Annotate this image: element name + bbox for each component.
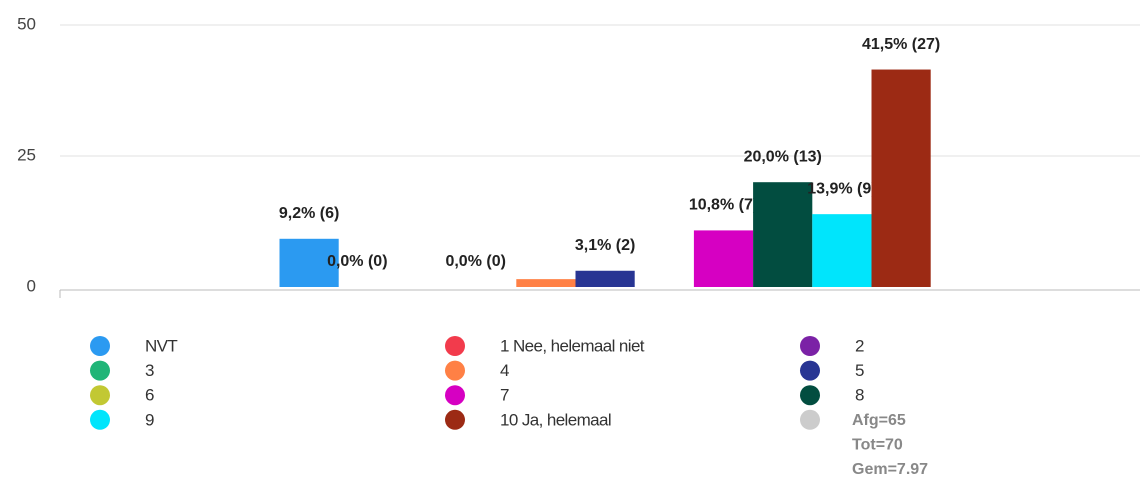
legend-note: Tot=70 [852, 437, 903, 454]
y-tick-label: 25 [17, 145, 36, 164]
value-label: 0,0% (0) [445, 253, 505, 270]
legend-swatch [445, 336, 465, 356]
legend-swatch [90, 409, 110, 430]
legend-note: Gem=7.97 [852, 461, 928, 478]
legend-label: 4 [500, 361, 509, 380]
value-label: 0,0% (0) [327, 253, 387, 270]
bar [516, 279, 576, 287]
y-tick-label: 50 [17, 14, 36, 33]
legend-swatch [800, 385, 820, 406]
y-tick-label: 0 [27, 276, 36, 295]
bar [693, 230, 754, 287]
legend-swatch [445, 409, 465, 430]
legend-label: 9 [145, 410, 154, 429]
legend-label: 8 [855, 386, 864, 405]
legend-label: 7 [500, 386, 509, 405]
bar [279, 238, 339, 287]
value-label: 41,5% (27) [862, 36, 940, 53]
legend-label: 3 [145, 361, 154, 380]
legend-swatch [800, 409, 820, 430]
value-label: 13,9% (9) [807, 180, 876, 197]
legend-label: 1 Nee, helemaal niet [500, 336, 645, 355]
legend-swatch [90, 336, 110, 356]
bar [812, 214, 872, 287]
legend-label: 6 [145, 386, 154, 405]
value-label: 9,2% (6) [279, 205, 339, 222]
legend-swatch [445, 385, 465, 406]
value-label: 3,1% (2) [575, 237, 635, 254]
legend-label: 10 Ja, helemaal [500, 410, 611, 429]
bar [753, 182, 813, 287]
legend-swatch [800, 360, 820, 381]
bar [575, 270, 635, 287]
value-label: 20,0% (13) [744, 148, 822, 165]
legend-label: 2 [855, 336, 864, 355]
legend-swatch [90, 360, 110, 381]
legend-swatch [800, 336, 820, 356]
legend-note: Afg=65 [852, 412, 906, 429]
legend-label: NVT [145, 336, 177, 355]
legend-label: 5 [855, 361, 864, 380]
value-label: 10,8% (7) [689, 197, 758, 214]
bar [871, 69, 931, 287]
legend-swatch [445, 360, 465, 381]
legend-swatch [90, 385, 110, 406]
